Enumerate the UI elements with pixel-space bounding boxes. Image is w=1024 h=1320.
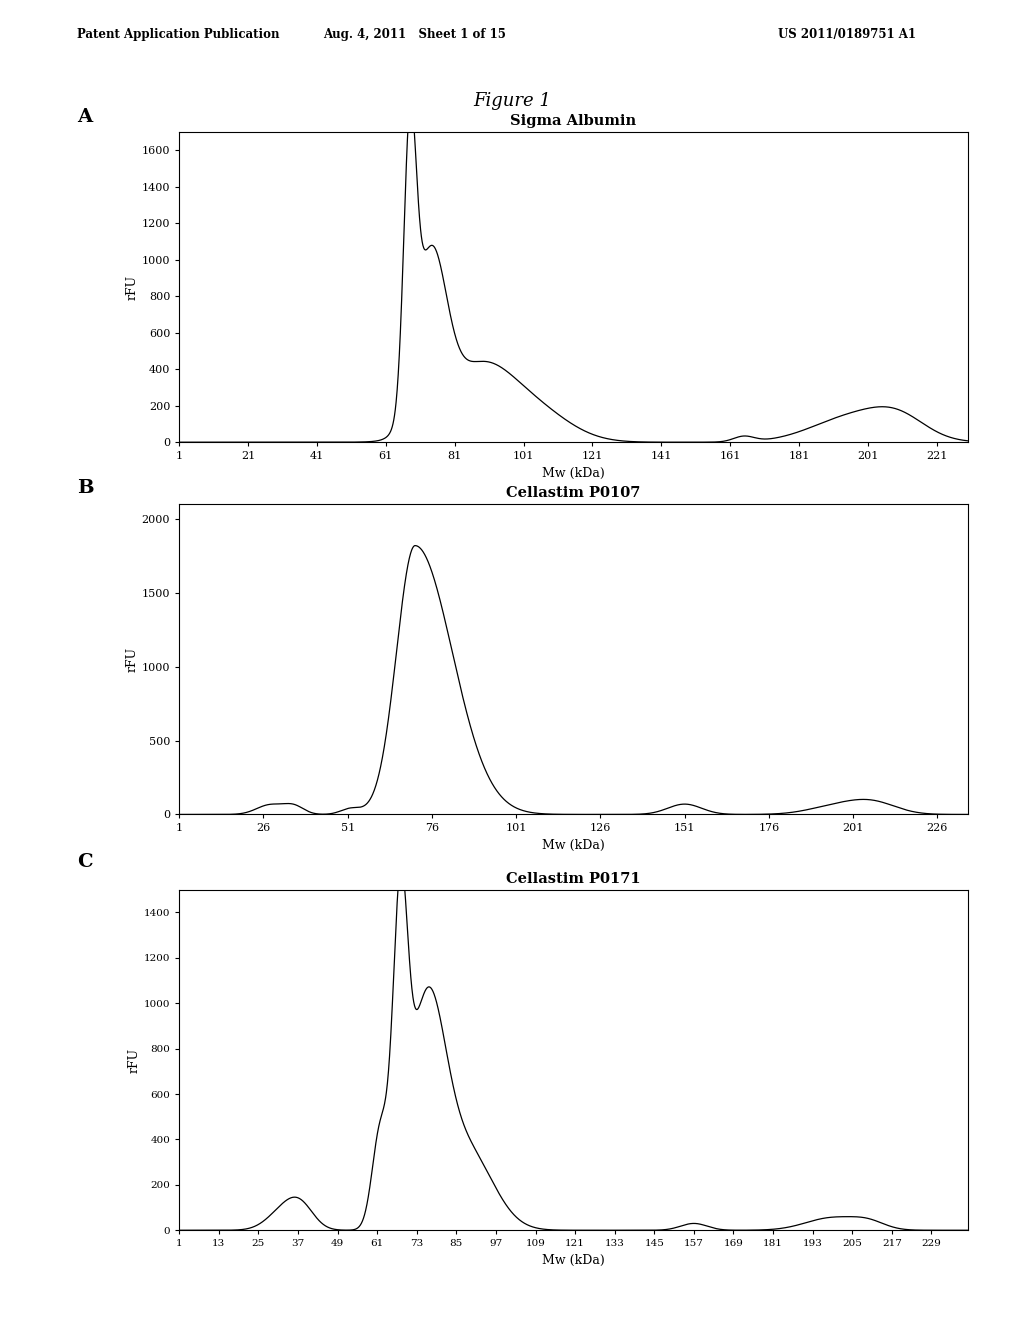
Y-axis label: rFU: rFU [128,1047,141,1073]
Text: C: C [77,853,92,871]
Text: A: A [77,108,92,127]
Text: US 2011/0189751 A1: US 2011/0189751 A1 [778,28,916,41]
Title: Cellastim P0171: Cellastim P0171 [506,871,641,886]
X-axis label: Mw (kDa): Mw (kDa) [542,467,605,479]
X-axis label: Mw (kDa): Mw (kDa) [542,1254,605,1267]
Text: Aug. 4, 2011   Sheet 1 of 15: Aug. 4, 2011 Sheet 1 of 15 [324,28,506,41]
Y-axis label: rFU: rFU [126,647,139,672]
Title: Sigma Albumin: Sigma Albumin [510,114,637,128]
Text: B: B [77,479,93,498]
Text: Figure 1: Figure 1 [473,92,551,111]
Text: Patent Application Publication: Patent Application Publication [77,28,280,41]
Title: Cellastim P0107: Cellastim P0107 [506,486,641,500]
Y-axis label: rFU: rFU [126,275,139,300]
X-axis label: Mw (kDa): Mw (kDa) [542,840,605,851]
